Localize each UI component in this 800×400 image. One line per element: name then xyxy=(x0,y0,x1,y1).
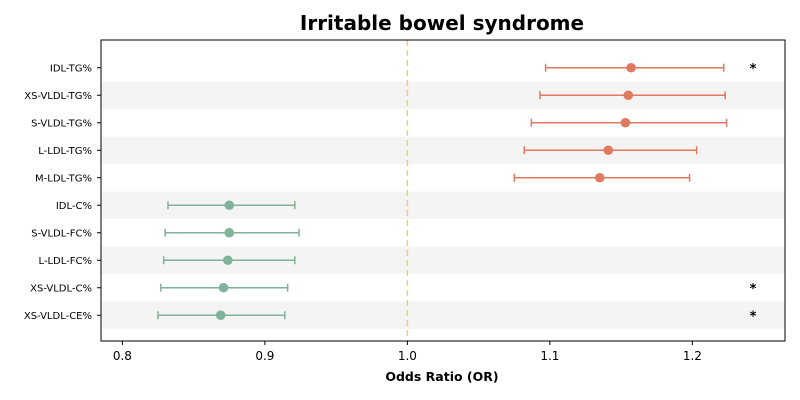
y-tick-label: XS-VLDL-TG% xyxy=(24,91,92,102)
y-tick-label: IDL-TG% xyxy=(50,63,92,74)
x-tick-label: 1.1 xyxy=(540,349,559,363)
estimate-row xyxy=(544,62,725,73)
y-tick-label: IDL-C% xyxy=(56,201,92,212)
point-estimate xyxy=(626,62,636,73)
significance-star: * xyxy=(750,282,757,297)
y-axis-labels: IDL-TG% XS-VLDL-TG% S-VLDL-TG% L-LDL-TG% M-L… xyxy=(24,63,101,322)
significance-star: * xyxy=(750,62,757,77)
point-estimate xyxy=(623,90,634,101)
estimate-row xyxy=(160,282,289,293)
point-estimate xyxy=(603,145,614,156)
estimate-row xyxy=(162,255,296,266)
estimate-row xyxy=(513,172,691,183)
point-estimate xyxy=(620,117,631,128)
x-tick-label: 1.0 xyxy=(398,349,417,363)
x-tick-label: 0.8 xyxy=(113,349,132,363)
y-tick-label: S-VLDL-FC% xyxy=(31,228,92,239)
estimate-row xyxy=(523,145,698,156)
y-tick-label: S-VLDL-TG% xyxy=(31,118,92,129)
estimate-row xyxy=(164,227,300,238)
significance-star: * xyxy=(750,309,757,324)
chart-title: Irritable bowel syndrome xyxy=(300,11,584,35)
x-tick-label: 0.9 xyxy=(255,349,274,363)
y-tick-label: L-LDL-TG% xyxy=(38,146,92,157)
estimate-rows xyxy=(157,62,728,321)
point-estimate xyxy=(224,227,235,238)
y-tick-label: XS-VLDL-C% xyxy=(30,283,92,294)
y-tick-label: XS-VLDL-CE% xyxy=(24,311,92,322)
plot-frame xyxy=(100,39,786,342)
point-estimate xyxy=(215,310,226,321)
y-tick-label: M-LDL-TG% xyxy=(35,173,92,184)
estimate-row xyxy=(530,117,728,128)
point-estimate xyxy=(594,172,605,183)
point-estimate xyxy=(218,282,229,293)
significance-markers: * * * xyxy=(750,62,757,325)
point-estimate xyxy=(223,255,233,266)
point-estimate xyxy=(224,200,235,211)
x-axis-ticks: 0.8 0.9 1.0 1.1 1.2 xyxy=(113,341,702,363)
y-tick-label: L-LDL-FC% xyxy=(38,256,92,267)
estimate-row xyxy=(157,310,286,321)
x-tick-label: 1.2 xyxy=(683,349,702,363)
estimate-row xyxy=(539,90,726,101)
estimate-row xyxy=(167,200,296,211)
x-axis-label: Odds Ratio (OR) xyxy=(385,369,498,384)
